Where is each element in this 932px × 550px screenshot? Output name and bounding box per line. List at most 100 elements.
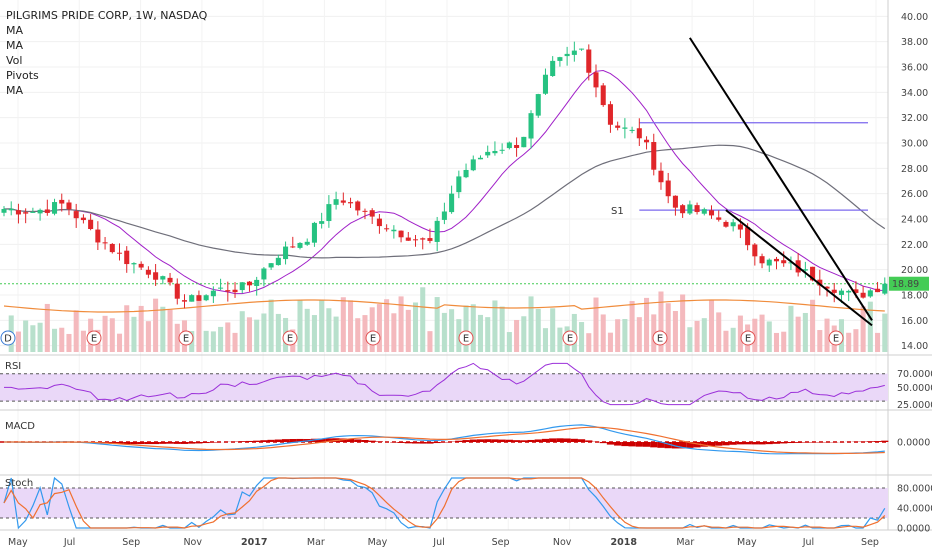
candle-body: [867, 290, 873, 297]
marker-letter: E: [463, 334, 469, 345]
macd-histogram-bar: [570, 438, 578, 442]
earnings-marker[interactable]: E: [282, 330, 298, 346]
macd-histogram-bar: [736, 442, 744, 445]
volume-bar: [586, 333, 592, 352]
volume-bar: [485, 317, 491, 352]
candle-body: [882, 283, 888, 294]
price-tick-label: 24.00: [901, 215, 928, 226]
candle-body: [607, 104, 613, 125]
wedge-lower-trendline: [725, 209, 873, 327]
volume-bar: [23, 320, 29, 352]
candle-body: [470, 159, 476, 171]
candle-body: [239, 282, 245, 291]
x-tick-label: May: [368, 537, 388, 548]
volume-bar: [607, 332, 613, 352]
volume-bar: [737, 315, 743, 352]
candle-body: [174, 283, 180, 299]
volume-bar: [355, 318, 361, 352]
earnings-marker[interactable]: E: [458, 330, 474, 346]
earnings-marker[interactable]: E: [178, 330, 194, 346]
wedge-upper-trendline: [689, 37, 873, 321]
macd-histogram-bar: [621, 442, 629, 447]
marker-letter: E: [657, 334, 663, 345]
candle-body: [412, 239, 419, 241]
volume-bar: [333, 316, 339, 352]
candle-body: [557, 57, 563, 61]
candle-body: [52, 202, 58, 214]
volume-bar: [853, 329, 859, 352]
volume-bar: [275, 313, 281, 352]
price-tick-label: 18.00: [901, 291, 928, 302]
volume-bar: [694, 320, 700, 352]
candle-body: [8, 208, 14, 211]
earnings-marker[interactable]: E: [828, 330, 844, 346]
candle-body: [124, 250, 130, 265]
volume-bar: [492, 300, 498, 352]
candle-body: [752, 244, 758, 257]
volume-bar: [239, 311, 245, 352]
volume-bar: [846, 332, 852, 352]
candle-body: [391, 229, 397, 232]
candle-body: [644, 139, 650, 143]
volume-bar: [629, 301, 635, 352]
volume-bar: [52, 328, 58, 352]
candle-body: [485, 151, 491, 156]
marker-letter: E: [287, 334, 293, 345]
volume-bar: [795, 316, 801, 352]
falling-wedge-trendlines[interactable]: [689, 37, 873, 327]
earnings-marker[interactable]: E: [652, 330, 668, 346]
price-tick-label: 32.00: [901, 113, 928, 124]
earnings-marker[interactable]: E: [86, 330, 102, 346]
macd-histogram-bar: [354, 439, 362, 442]
legend-ma-2[interactable]: MA: [6, 39, 24, 52]
legend-pivots[interactable]: Pivots: [6, 69, 39, 82]
macd-histogram-bar: [267, 439, 275, 442]
volume-bar: [824, 318, 830, 352]
macd-histogram-bar: [469, 439, 477, 442]
stoch-tick-label: 40.0000: [897, 504, 932, 515]
volume-bar: [521, 316, 527, 352]
volume-bar: [225, 322, 231, 352]
candle-body: [246, 281, 252, 286]
candle-body: [708, 210, 715, 216]
candle-body: [297, 242, 303, 248]
earnings-marker[interactable]: E: [740, 330, 756, 346]
candle-body: [275, 257, 281, 266]
volume-bar: [441, 312, 447, 352]
candle-body: [622, 127, 628, 129]
volume-bar: [810, 299, 816, 352]
legend-ma-3[interactable]: MA: [6, 84, 24, 97]
x-tick-label: Nov: [553, 537, 572, 548]
x-tick-label: Mar: [676, 537, 694, 548]
candle-body: [824, 286, 830, 289]
volume-bar: [766, 321, 772, 352]
volume-ma-line: [3, 299, 885, 313]
candle-body: [528, 113, 534, 139]
legend-ma-1[interactable]: MA: [6, 24, 24, 37]
earnings-marker[interactable]: E: [365, 330, 381, 346]
candle-body: [477, 157, 484, 160]
macd-histogram-bar: [188, 442, 196, 444]
legend-vol[interactable]: Vol: [6, 54, 23, 67]
macd-histogram-bar: [296, 438, 304, 442]
ma-slow-line: [3, 144, 886, 259]
macd-histogram-bar: [772, 442, 781, 444]
volume-bar: [391, 313, 397, 352]
candle-body: [550, 60, 556, 76]
volume-bar: [203, 330, 209, 352]
candle-body: [535, 94, 541, 116]
volume-bar: [665, 303, 671, 352]
macd-histogram-bar: [498, 439, 506, 442]
marker-circle: [178, 330, 194, 346]
macd-histogram-bar: [556, 438, 564, 442]
macd-histogram-bar: [657, 442, 665, 448]
candle-body: [88, 219, 94, 229]
earnings-marker[interactable]: E: [562, 330, 578, 346]
volume-bar: [174, 323, 180, 352]
candle-body: [434, 220, 440, 242]
macd-histogram-bar: [715, 442, 723, 446]
candle-body: [463, 169, 469, 178]
dividend-marker[interactable]: D: [0, 330, 16, 346]
